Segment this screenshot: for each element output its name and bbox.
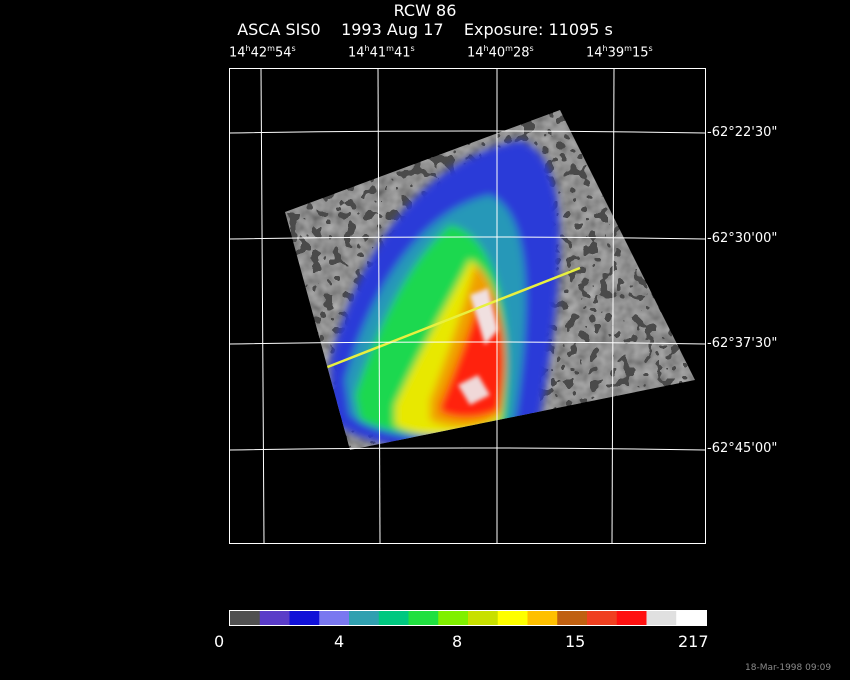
exposure-label: Exposure: 11095 s	[463, 20, 613, 39]
colorbar-swatch	[408, 611, 439, 625]
colorbar-swatch	[438, 611, 469, 625]
colorbar	[229, 610, 707, 626]
ra-tick-label: 14h39m15s	[586, 44, 653, 61]
dec-tick-label: -62°30'00"	[707, 231, 778, 246]
colorbar-tick-label: 217	[678, 632, 709, 651]
observation-info: ASCA SIS0 1993 Aug 17 Exposure: 11095 s	[0, 20, 850, 39]
colorbar-swatch	[259, 611, 290, 625]
colorbar-swatch	[468, 611, 499, 625]
plot-frame	[229, 68, 706, 544]
colorbar-tick-label: 0	[214, 632, 225, 651]
emission-level-peak	[458, 375, 490, 405]
colorbar-swatch	[616, 611, 647, 625]
colorbar-swatch	[378, 611, 409, 625]
colorbar-tick-label: 8	[452, 632, 463, 651]
calibration-streak	[324, 266, 581, 370]
dec-grid-line	[228, 236, 706, 240]
observation-date: 1993 Aug 17	[341, 20, 444, 39]
colorbar-tick-label: 15	[565, 632, 586, 651]
coordinate-grid	[228, 67, 706, 544]
colorbar-swatch	[557, 611, 588, 625]
colorbar-swatch	[646, 611, 677, 625]
dec-tick-label: -62°22'30"	[707, 125, 778, 140]
render-timestamp: 18-Mar-1998 09:09	[745, 663, 832, 673]
dec-tick-label: -62°45'00"	[707, 441, 778, 456]
colorbar-swatch	[497, 611, 528, 625]
ra-grid-line	[260, 67, 265, 544]
dec-grid-line	[228, 341, 706, 345]
colorbar-swatch	[527, 611, 558, 625]
ra-tick-label: 14h42m54s	[229, 44, 296, 61]
dec-tick-label: -62°37'30"	[707, 336, 778, 351]
dec-grid-line	[228, 130, 706, 134]
colorbar-swatch	[349, 611, 380, 625]
ra-tick-label: 14h41m41s	[348, 44, 415, 61]
colorbar-swatch	[319, 611, 350, 625]
ra-grid-line	[611, 67, 615, 544]
colorbar-swatch	[230, 611, 261, 625]
colorbar-swatch	[587, 611, 618, 625]
ra-tick-label: 14h40m28s	[467, 44, 534, 61]
dec-grid-line	[228, 447, 706, 451]
instrument-label: ASCA SIS0	[237, 20, 321, 39]
colorbar-frame	[229, 610, 707, 626]
colorbar-tick-label: 4	[334, 632, 345, 651]
colorbar-swatch	[676, 611, 707, 625]
image-title: RCW 86	[393, 1, 457, 20]
ra-grid-line	[377, 67, 381, 544]
colorbar-swatch	[289, 611, 320, 625]
xray-emission-map	[285, 110, 695, 450]
